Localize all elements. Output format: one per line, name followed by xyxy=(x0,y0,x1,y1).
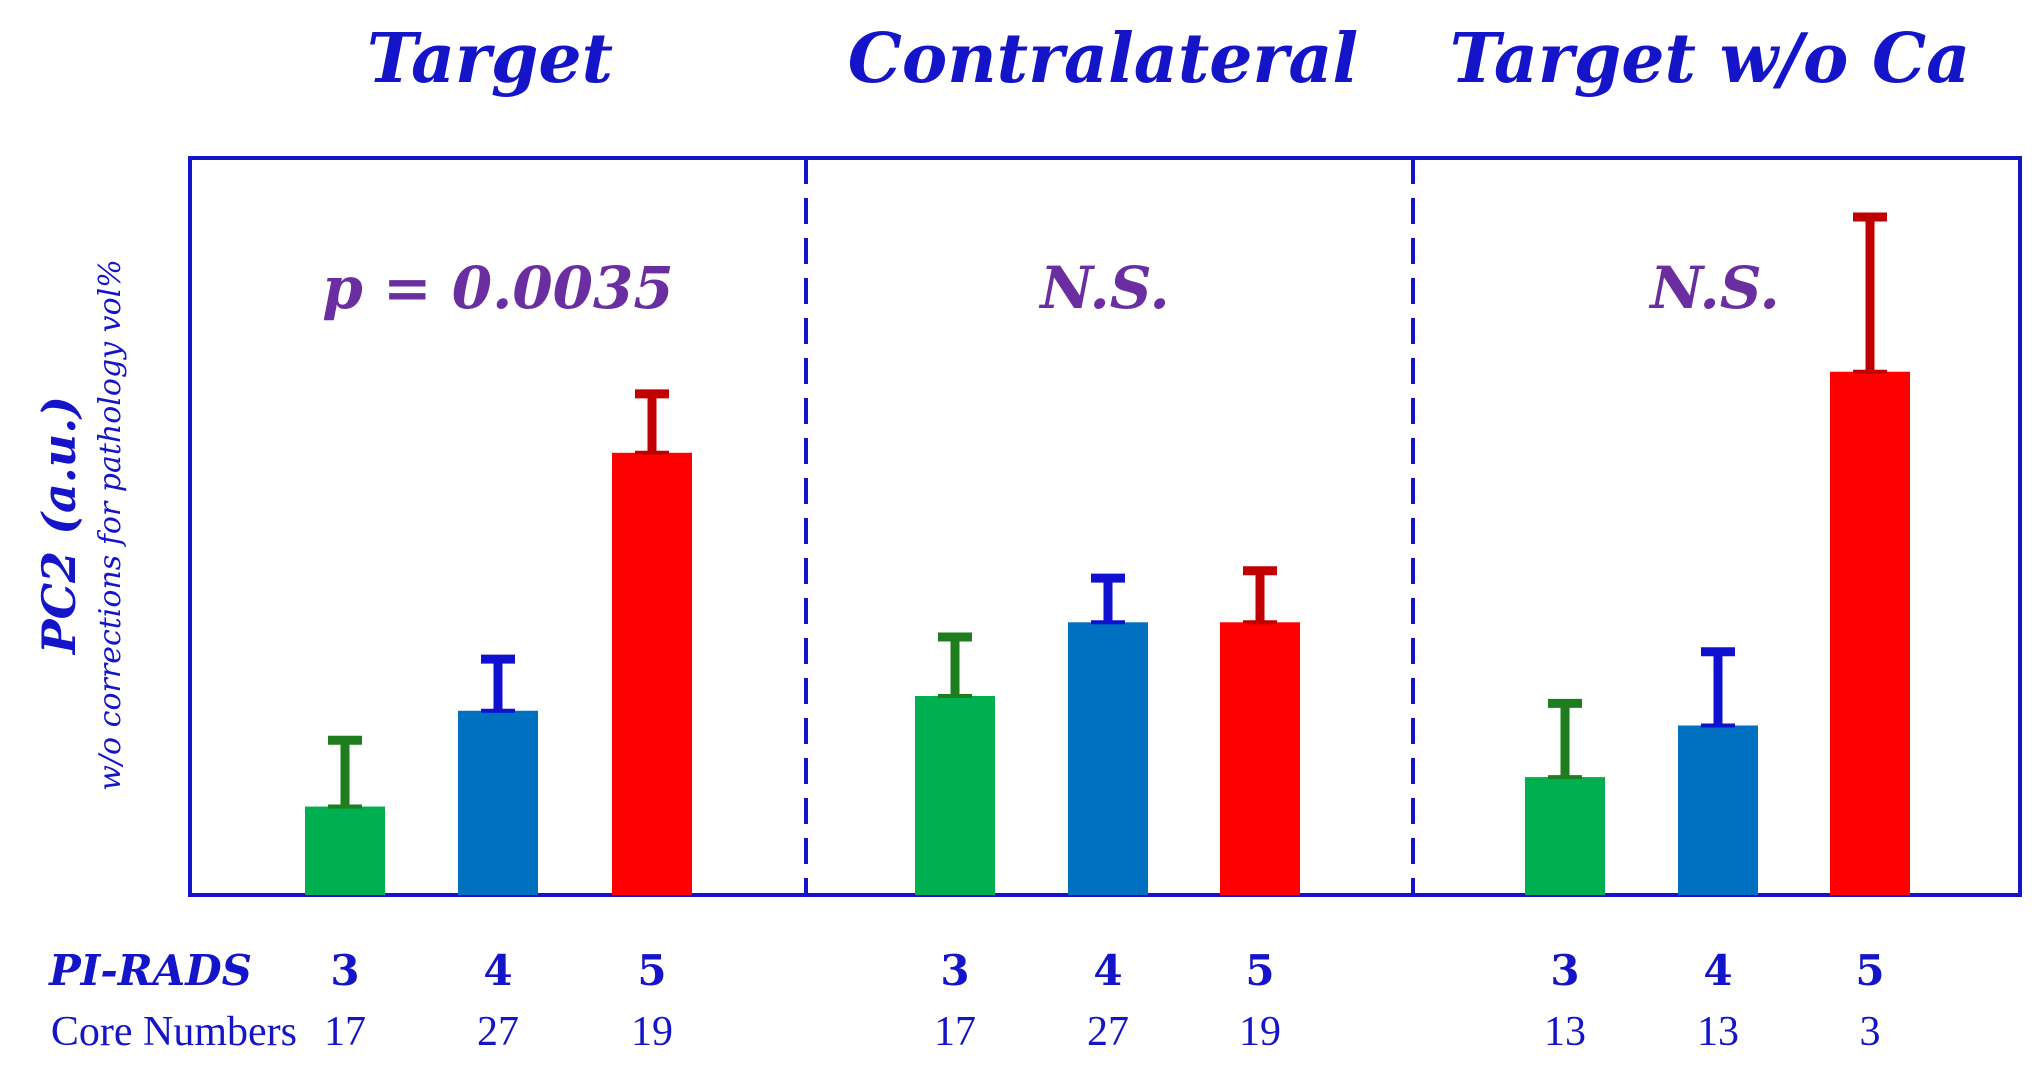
group-title-target-wo-ca: Target w/o Ca xyxy=(1450,19,1970,99)
bar xyxy=(1220,622,1300,895)
core-number-label: 19 xyxy=(631,1009,673,1055)
bar xyxy=(305,806,385,895)
bar xyxy=(1678,725,1758,895)
pirads-tick-label: 4 xyxy=(483,946,512,995)
bar xyxy=(1068,622,1148,895)
significance-target: p = 0.0035 xyxy=(322,254,674,322)
pirads-tick-label: 3 xyxy=(330,946,359,995)
core-number-label: 13 xyxy=(1697,1009,1739,1055)
core-number-label: 17 xyxy=(934,1009,976,1055)
group-title-contralateral: Contralateral xyxy=(848,19,1359,99)
bar xyxy=(915,696,995,895)
pirads-tick-label: 4 xyxy=(1093,946,1122,995)
significance-contralateral: N.S. xyxy=(1038,254,1170,322)
bar xyxy=(1830,371,1910,896)
core-number-label: 17 xyxy=(324,1009,366,1055)
core-number-label: 3 xyxy=(1860,1009,1881,1055)
y-axis-label: PC2 (a.u.) xyxy=(32,396,86,656)
bar xyxy=(458,710,538,895)
pirads-tick-label: 5 xyxy=(637,946,666,995)
pirads-tick-label: 5 xyxy=(1855,946,1884,995)
pirads-tick-label: 5 xyxy=(1245,946,1274,995)
pirads-tick-label: 3 xyxy=(1550,946,1579,995)
bar xyxy=(612,452,692,895)
core-number-label: 27 xyxy=(1087,1009,1129,1055)
pirads-tick-label: 4 xyxy=(1703,946,1732,995)
core-number-label: 27 xyxy=(477,1009,519,1055)
core-number-label: 19 xyxy=(1239,1009,1281,1055)
y-axis-sublabel: w/o corrections for pathology vol% xyxy=(93,259,128,790)
significance-target-wo-ca: N.S. xyxy=(1648,254,1780,322)
bar xyxy=(1525,777,1605,895)
core-numbers-row-label: Core Numbers xyxy=(51,1009,297,1055)
group-title-target: Target xyxy=(367,19,613,99)
core-number-label: 13 xyxy=(1544,1009,1586,1055)
pirads-tick-label: 3 xyxy=(940,946,969,995)
pirads-row-label: PI-RADS xyxy=(48,946,252,995)
